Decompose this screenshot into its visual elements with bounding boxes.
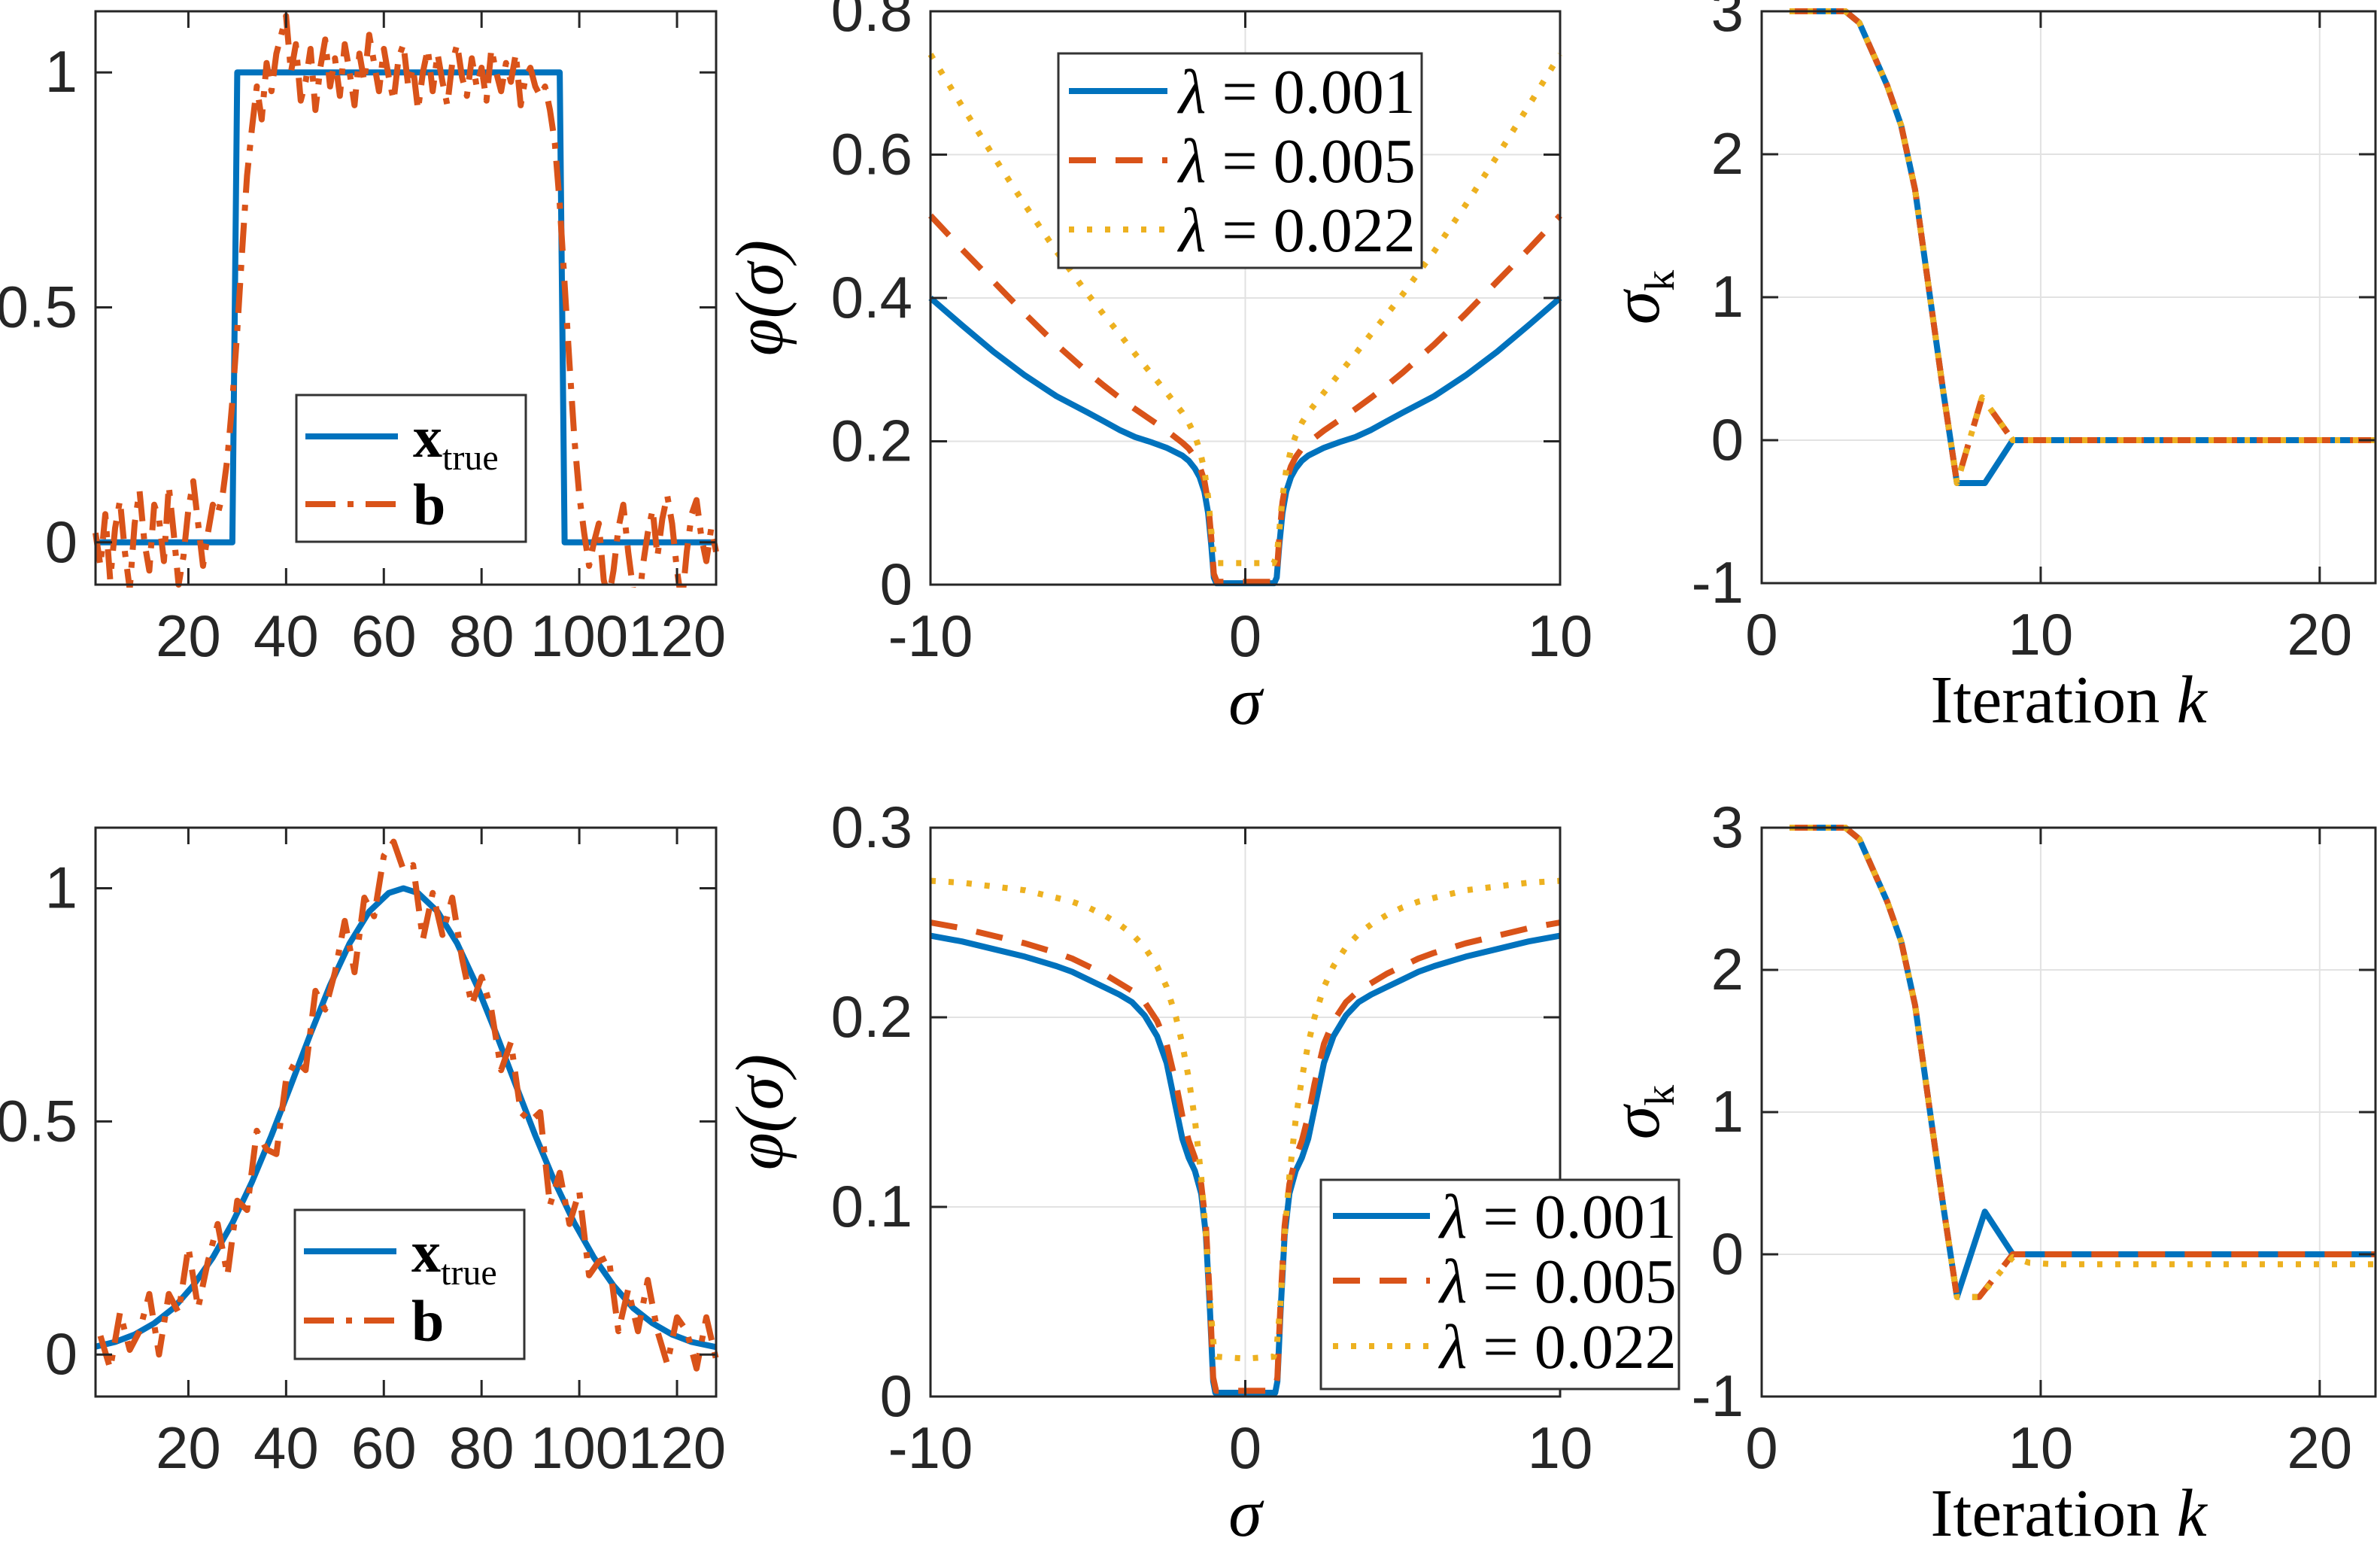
bottom-mid-xtick-label-0: 0 <box>1229 1415 1261 1481</box>
top-mid-legend-label-lambda_0.022: λ = 0.022 <box>1176 196 1416 266</box>
top-mid-ticks <box>929 10 1562 586</box>
bottom-mid-ytick-label-0: 0 <box>880 1363 912 1429</box>
top-right-ticks <box>1760 10 2375 585</box>
top-left-ytick-label-0.5: 0.5 <box>0 273 77 339</box>
bottom-left-xtick-label-120: 120 <box>628 1415 726 1481</box>
top-mid-ytick-label-0: 0 <box>880 551 912 617</box>
top-mid-legend-label-lambda_0.001: λ = 0.001 <box>1176 57 1416 127</box>
top-mid-xtick-label--10: -10 <box>888 603 973 669</box>
bottom-left-ytick-label-1: 1 <box>45 855 77 921</box>
bottom-left-ytick-label-0: 0 <box>45 1321 77 1387</box>
bottom-mid-xtick-label--10: -10 <box>888 1415 973 1481</box>
bottom-mid-ytick-label-0.2: 0.2 <box>831 983 912 1050</box>
bottom-mid-series-lambda_0.022 <box>930 877 1561 1362</box>
top-mid-ytick-label-0.4: 0.4 <box>831 264 912 330</box>
top-left-xtick-label-40: 40 <box>253 603 319 669</box>
bottom-left-xtick-label-60: 60 <box>351 1415 417 1481</box>
bottom-left-axes-border <box>94 826 718 1398</box>
bottom-right-series-group <box>1790 825 2375 1300</box>
bottom-right-ytick-label-1: 1 <box>1711 1078 1744 1144</box>
bottom-left-series-b <box>97 838 719 1372</box>
top-left-series-b <box>93 13 719 588</box>
bottom-left-legend-box <box>293 1208 526 1360</box>
top-left-xtick-label-60: 60 <box>351 603 417 669</box>
bottom-mid-legend-label-lambda_0.001: λ = 0.001 <box>1437 1182 1677 1252</box>
top-right-ylabel: σk <box>1599 270 1683 324</box>
bottom-mid-ticks <box>929 826 1562 1398</box>
bottom-mid-xtick-label-10: 10 <box>1528 1415 1593 1481</box>
top-left-legend-box <box>295 394 527 543</box>
top-right-xtick-label-0: 0 <box>1745 601 1777 667</box>
bottom-right-xlabel: Iteration k <box>1930 1476 2208 1544</box>
top-right-ytick-label-2: 2 <box>1711 120 1744 187</box>
top-right-series-group <box>1790 8 2375 486</box>
top-mid-ytick-label-0.2: 0.2 <box>831 408 912 474</box>
bottom-left-xtick-label-40: 40 <box>253 1415 319 1481</box>
top-mid-xtick-label-10: 10 <box>1528 603 1593 669</box>
top-left-axes-border <box>94 10 718 586</box>
top-right-xtick-label-10: 10 <box>2008 601 2074 667</box>
top-left-ticks <box>96 11 716 585</box>
bottom-left-xtick-label-20: 20 <box>156 1415 221 1481</box>
bottom-right-ytick-label-3: 3 <box>1711 794 1744 860</box>
top-right-ytick-label--1: -1 <box>1692 549 1744 615</box>
bottom-right-xtick-label-10: 10 <box>2008 1415 2074 1481</box>
top-mid-xlabel: σ <box>1228 664 1264 739</box>
top-right-series-sigma_k_lambda_0.022 <box>1790 8 2375 486</box>
top-right-ytick-label-1: 1 <box>1711 263 1744 330</box>
bottom-right-ylabel: σk <box>1599 1085 1683 1139</box>
bottom-right-ytick-label-2: 2 <box>1711 936 1744 1002</box>
top-left-legend-label-x_true: xtrue <box>413 404 499 478</box>
bottom-left-series-group <box>95 838 719 1372</box>
bottom-left-ticks <box>96 828 716 1397</box>
bottom-left-series-x_true <box>95 885 717 1351</box>
bottom-right-ytick-label-0: 0 <box>1711 1220 1744 1287</box>
bottom-right-xtick-label-20: 20 <box>2287 1415 2352 1481</box>
top-left-xtick-label-120: 120 <box>628 603 726 669</box>
top-mid-ylabel: φ(σ) <box>723 240 797 356</box>
bottom-right-ytick-label--1: -1 <box>1692 1363 1744 1429</box>
bottom-mid-legend-label-lambda_0.022: λ = 0.022 <box>1437 1312 1677 1382</box>
top-mid-xtick-label-0: 0 <box>1229 603 1261 669</box>
top-left-ytick-label-0: 0 <box>45 509 77 575</box>
top-mid-ytick-label-0.6: 0.6 <box>831 121 912 187</box>
top-left-xtick-label-100: 100 <box>530 603 628 669</box>
bottom-left-ytick-label-0.5: 0.5 <box>0 1087 77 1153</box>
bottom-mid-xlabel: σ <box>1228 1476 1264 1544</box>
bottom-mid-ytick-label-0.1: 0.1 <box>831 1173 912 1239</box>
top-mid-ytick-label-0.8: 0.8 <box>831 0 912 44</box>
bottom-mid-ytick-label-0.3: 0.3 <box>831 794 912 860</box>
bottom-left-xtick-label-80: 80 <box>449 1415 515 1481</box>
top-right-xlabel: Iteration k <box>1930 663 2208 737</box>
top-right-ytick-label-0: 0 <box>1711 406 1744 473</box>
top-left-ytick-label-1: 1 <box>45 38 77 105</box>
top-mid-series-lambda_0.022 <box>927 53 1563 567</box>
top-left-series-group <box>93 13 719 588</box>
bottom-right-ticks <box>1760 826 2375 1398</box>
top-left-xtick-label-20: 20 <box>156 603 221 669</box>
top-left-xtick-label-80: 80 <box>449 603 515 669</box>
top-right-xtick-label-20: 20 <box>2287 601 2352 667</box>
top-mid-legend-label-lambda_0.005: λ = 0.005 <box>1176 126 1416 196</box>
bottom-left-legend-label-x_true: xtrue <box>411 1219 497 1293</box>
bottom-mid-ylabel: φ(σ) <box>723 1054 797 1170</box>
bottom-left-xtick-label-100: 100 <box>530 1415 628 1481</box>
top-right-ytick-label-3: 3 <box>1711 0 1744 44</box>
bottom-right-xtick-label-0: 0 <box>1745 1415 1777 1481</box>
bottom-mid-legend-label-lambda_0.005: λ = 0.005 <box>1437 1247 1677 1317</box>
top-left-legend-label-b: b <box>413 472 445 537</box>
bottom-left-legend-label-b: b <box>411 1288 444 1354</box>
